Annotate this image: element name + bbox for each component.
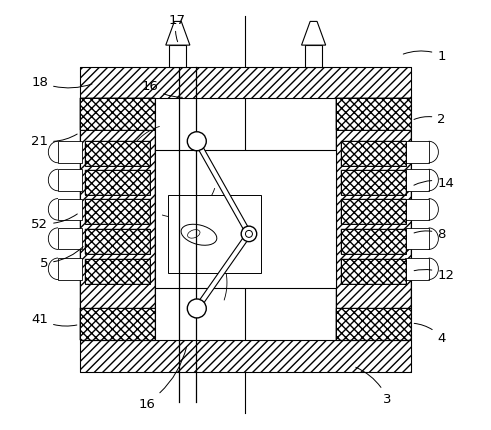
Bar — [341, 200, 406, 225]
Bar — [341, 171, 406, 196]
Bar — [85, 260, 150, 285]
Text: 8: 8 — [414, 228, 446, 241]
Bar — [80, 99, 155, 131]
Bar — [341, 230, 406, 255]
Bar — [405, 199, 429, 221]
Text: 18: 18 — [31, 76, 92, 89]
Circle shape — [187, 299, 206, 318]
Bar — [341, 230, 406, 255]
Text: 3: 3 — [356, 368, 392, 405]
Bar — [341, 171, 406, 196]
Bar — [85, 200, 150, 225]
Circle shape — [241, 227, 257, 242]
Text: 17: 17 — [169, 14, 186, 43]
Polygon shape — [194, 141, 251, 236]
Bar — [85, 230, 150, 255]
Text: 16: 16 — [141, 80, 182, 98]
Bar — [85, 171, 150, 196]
Bar — [80, 99, 155, 341]
Bar — [85, 171, 150, 196]
Bar — [80, 308, 155, 341]
Text: 2: 2 — [414, 113, 446, 126]
Polygon shape — [194, 233, 251, 310]
Bar — [58, 258, 82, 280]
Bar — [336, 308, 411, 341]
Bar — [405, 258, 429, 280]
Bar — [58, 170, 82, 191]
Bar — [336, 99, 411, 341]
Text: 4: 4 — [414, 324, 446, 344]
Bar — [58, 142, 82, 163]
Bar — [405, 170, 429, 191]
Bar — [80, 99, 155, 131]
Circle shape — [246, 231, 252, 238]
Bar — [80, 68, 411, 99]
Bar — [85, 230, 150, 255]
Bar — [58, 228, 82, 250]
Bar — [336, 99, 411, 131]
Bar — [80, 341, 411, 372]
Bar — [169, 46, 187, 68]
Text: 52: 52 — [31, 215, 77, 230]
Bar — [341, 200, 406, 225]
Bar — [336, 99, 411, 131]
Bar — [85, 141, 150, 166]
Text: 14: 14 — [414, 176, 454, 189]
Text: 41: 41 — [31, 313, 77, 326]
Bar — [58, 199, 82, 221]
Bar — [341, 141, 406, 166]
Bar — [85, 141, 150, 166]
Bar — [80, 341, 411, 372]
Bar — [405, 142, 429, 163]
Polygon shape — [166, 22, 190, 46]
Bar — [341, 260, 406, 285]
Text: 1: 1 — [403, 49, 446, 62]
Bar — [341, 141, 406, 166]
Bar — [85, 260, 150, 285]
Bar — [336, 308, 411, 341]
Bar — [155, 150, 336, 288]
Bar — [341, 260, 406, 285]
Bar — [80, 99, 155, 341]
Polygon shape — [301, 22, 326, 46]
Bar — [336, 99, 411, 341]
Bar — [405, 228, 429, 250]
Bar — [305, 46, 322, 68]
Bar — [85, 200, 150, 225]
Text: 12: 12 — [414, 269, 454, 282]
Circle shape — [187, 132, 206, 151]
Bar — [80, 308, 155, 341]
Bar — [80, 68, 411, 99]
Text: 5: 5 — [40, 247, 83, 270]
Text: 21: 21 — [31, 135, 77, 147]
Bar — [168, 196, 261, 273]
Text: 16: 16 — [138, 347, 187, 410]
